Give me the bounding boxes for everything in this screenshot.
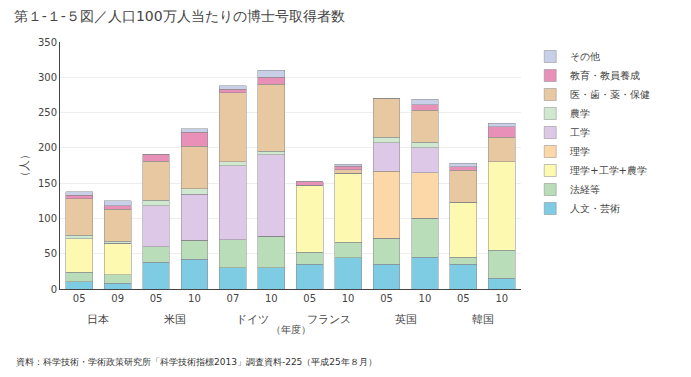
svg-text:米国: 米国 — [164, 313, 186, 326]
svg-text:09: 09 — [111, 293, 124, 304]
svg-text:法経等: 法経等 — [570, 184, 600, 195]
svg-text:10: 10 — [188, 293, 201, 304]
svg-text:医・歯・薬・保健: 医・歯・薬・保健 — [570, 89, 650, 100]
svg-text:その他: その他 — [570, 51, 600, 62]
svg-text:05: 05 — [150, 293, 163, 304]
svg-text:理学+工学+農学: 理学+工学+農学 — [570, 165, 647, 176]
svg-text:350: 350 — [38, 37, 57, 48]
svg-text:教育・教員養成: 教育・教員養成 — [570, 70, 640, 81]
svg-text:05: 05 — [380, 293, 393, 304]
svg-text:農学: 農学 — [570, 108, 590, 119]
svg-text:理学: 理学 — [570, 146, 590, 157]
svg-text:フランス: フランス — [307, 313, 351, 326]
svg-text:50: 50 — [44, 248, 57, 259]
svg-text:100: 100 — [38, 213, 57, 224]
svg-text:10: 10 — [419, 293, 432, 304]
svg-text:（人）: （人） — [18, 149, 31, 182]
svg-text:0: 0 — [51, 284, 57, 295]
svg-text:10: 10 — [342, 293, 355, 304]
svg-text:07: 07 — [227, 293, 240, 304]
svg-text:10: 10 — [495, 293, 508, 304]
svg-text:150: 150 — [38, 178, 57, 189]
svg-text:05: 05 — [303, 293, 316, 304]
svg-text:200: 200 — [38, 142, 57, 153]
svg-text:資料：科学技術・学術政策研究所「科学技術指標2013」調査資: 資料：科学技術・学術政策研究所「科学技術指標2013」調査資料-225（平成25… — [16, 357, 377, 367]
svg-text:第１-１-５図／人口100万人当たりの博士号取得者数: 第１-１-５図／人口100万人当たりの博士号取得者数 — [14, 8, 345, 24]
svg-text:日本: 日本 — [87, 313, 109, 326]
svg-text:韓国: 韓国 — [472, 313, 494, 326]
svg-text:250: 250 — [38, 107, 57, 118]
svg-text:英国: 英国 — [395, 313, 417, 326]
svg-text:300: 300 — [38, 72, 57, 83]
svg-text:05: 05 — [73, 293, 86, 304]
svg-text:ドイツ: ドイツ — [236, 313, 269, 326]
svg-text:（年度）: （年度） — [271, 324, 311, 335]
svg-text:工学: 工学 — [570, 127, 590, 138]
svg-text:10: 10 — [265, 293, 278, 304]
svg-text:人文・芸術: 人文・芸術 — [570, 203, 620, 214]
svg-text:05: 05 — [457, 293, 470, 304]
